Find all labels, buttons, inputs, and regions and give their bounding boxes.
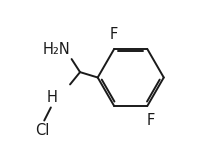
- Text: F: F: [109, 27, 117, 42]
- Text: Cl: Cl: [35, 123, 50, 138]
- Text: F: F: [147, 113, 155, 128]
- Text: H: H: [47, 90, 57, 105]
- Text: H₂N: H₂N: [42, 42, 70, 57]
